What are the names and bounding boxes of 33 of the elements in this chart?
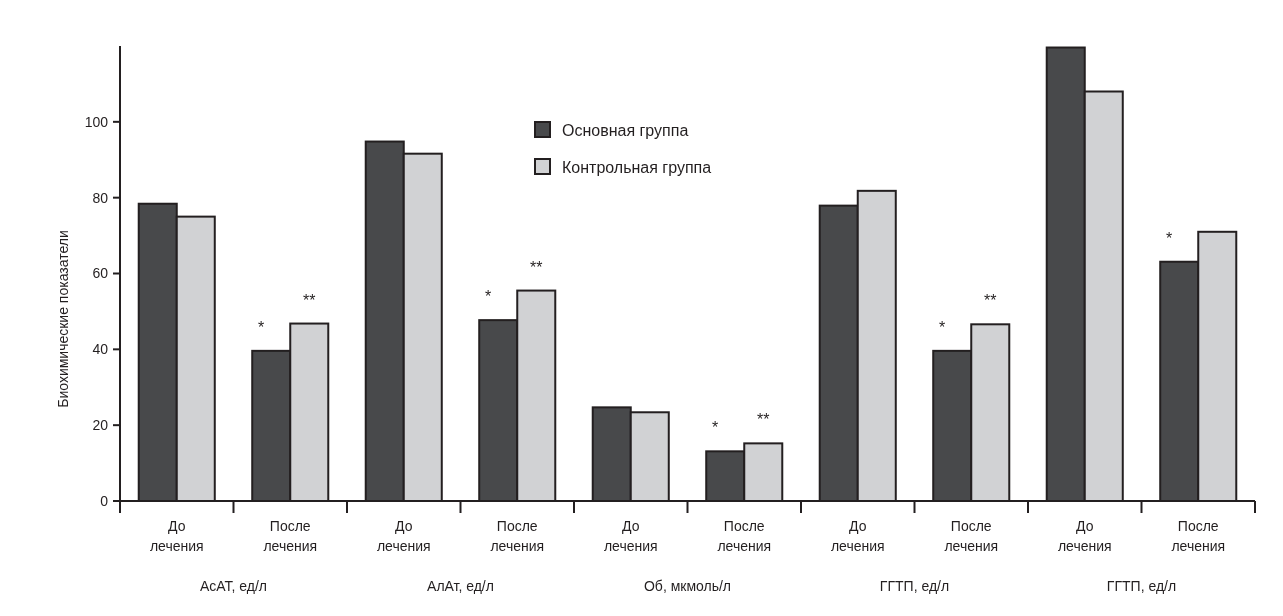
y-tick-label: 60 xyxy=(92,265,109,282)
x-tick-label: До лечения xyxy=(376,518,431,554)
text: АсАТ, ед/л xyxy=(199,578,268,594)
data-label: ** xyxy=(984,292,997,310)
legend-label: Контрольная группа xyxy=(562,158,712,176)
text: Об, мкмоль/л xyxy=(643,578,732,594)
data-label: * xyxy=(258,318,265,336)
x-tick-label: До лечения xyxy=(1057,518,1112,554)
y-tick-label: 100 xyxy=(84,113,109,130)
data-label: * xyxy=(712,419,719,437)
data-label: ** xyxy=(530,258,543,276)
y-tick-label: 80 xyxy=(92,189,109,206)
text: ГГТП, ед/л xyxy=(1106,578,1177,594)
data-label: * xyxy=(485,288,492,306)
data-label: ** xyxy=(757,411,770,429)
y-axis-title: Биохимические показатели xyxy=(55,230,71,408)
x-tick-label: До лечения xyxy=(830,518,885,554)
data-label: * xyxy=(1166,229,1173,247)
x-tick-label: После лечения xyxy=(490,518,545,554)
text: АлАт, ед/л xyxy=(427,578,494,594)
y-tick-label: 20 xyxy=(92,417,109,434)
legend-label: Основная группа xyxy=(562,121,689,139)
x-tick-label: После лечения xyxy=(1171,518,1226,554)
data-label: ** xyxy=(303,291,316,309)
y-tick-label: 0 xyxy=(100,492,109,509)
x-tick-label: После лечения xyxy=(717,518,772,554)
x-tick-label: После лечения xyxy=(263,518,318,554)
y-tick-label: 40 xyxy=(92,341,109,358)
x-tick-label: До лечения xyxy=(149,518,204,554)
text: ГГТП, ед/л xyxy=(879,578,950,594)
x-tick-label: После лечения xyxy=(944,518,999,554)
data-label: * xyxy=(939,318,946,336)
x-tick-label: До лечения xyxy=(603,518,658,554)
